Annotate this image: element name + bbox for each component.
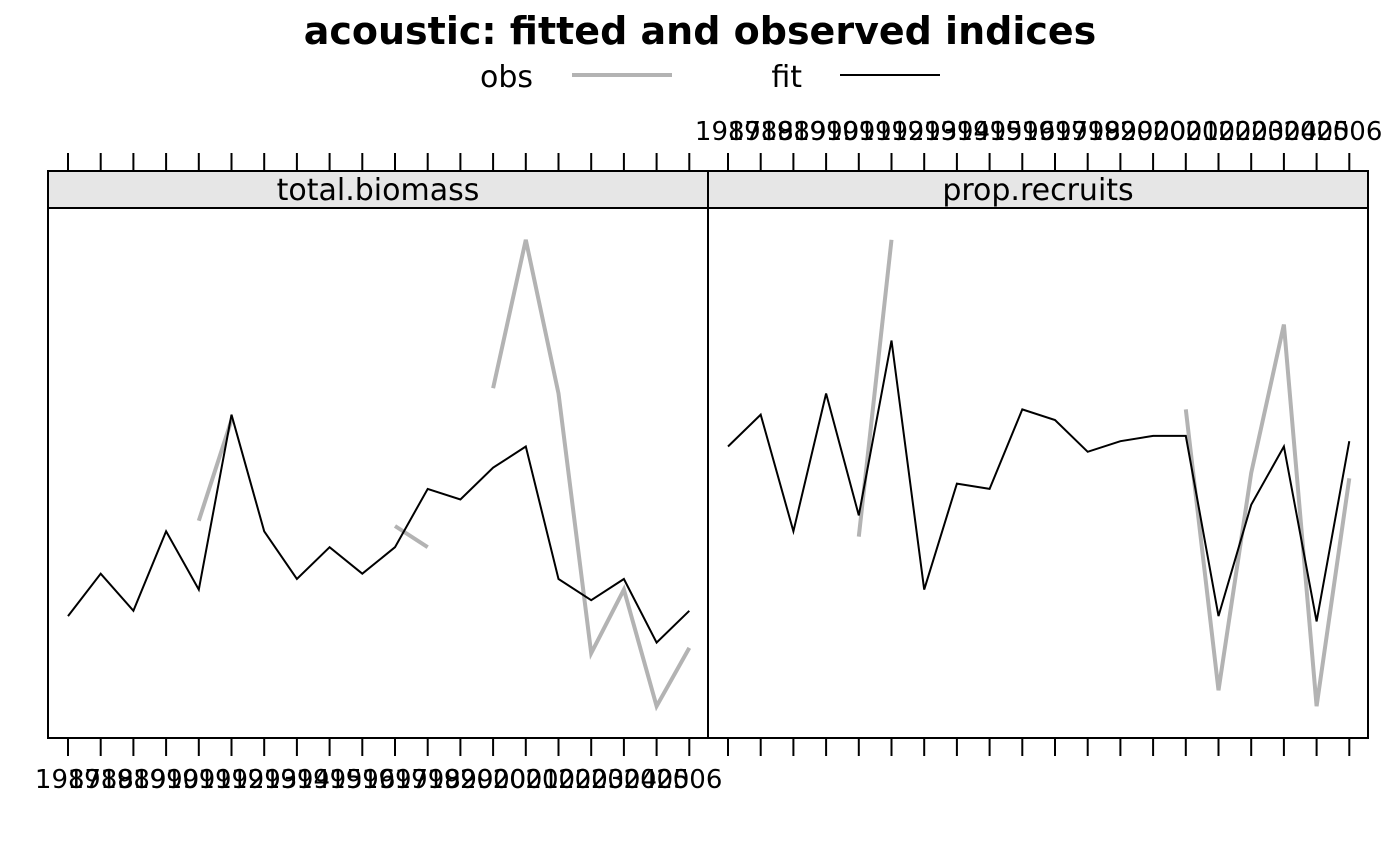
x-tick-label: 1991 — [826, 117, 892, 147]
x-tick-label: 2000 — [1120, 117, 1186, 147]
x-tick-label: 1993 — [891, 117, 957, 147]
x-tick-label: 1988 — [728, 117, 794, 147]
legend-label-obs: obs — [480, 60, 533, 95]
x-tick-label: 1995 — [297, 765, 363, 795]
x-tick-label: 1988 — [68, 765, 134, 795]
x-tick-label: 1996 — [989, 117, 1055, 147]
x-tick-label: 1989 — [100, 765, 166, 795]
series-line-obs — [1183, 324, 1352, 707]
x-tick-label: 1992 — [198, 765, 264, 795]
x-tick-label: 1999 — [1087, 117, 1153, 147]
x-tick-label: 2005 — [1284, 117, 1350, 147]
x-tick-label: 2005 — [624, 765, 690, 795]
chart-title: acoustic: fitted and observed indices — [304, 9, 1097, 53]
x-tick-label: 2003 — [1218, 117, 1284, 147]
panel-total-biomass: total.biomass198719881989199019911992199… — [35, 153, 722, 795]
x-tick-label: 1990 — [133, 765, 199, 795]
x-tick-label: 2006 — [656, 765, 722, 795]
x-tick-label: 1987 — [35, 765, 101, 795]
x-tick-label: 1998 — [1055, 117, 1121, 147]
strip-label: prop.recruits — [942, 173, 1133, 208]
x-tick-label: 1991 — [166, 765, 232, 795]
panel-frame — [47, 207, 709, 739]
x-tick-label: 1995 — [957, 117, 1023, 147]
x-tick-label: 2003 — [558, 765, 624, 795]
x-tick-label: 2001 — [1153, 117, 1219, 147]
x-tick-label: 1999 — [427, 765, 493, 795]
x-tick-label: 1992 — [858, 117, 924, 147]
x-tick-label: 1989 — [760, 117, 826, 147]
panel-frame — [707, 207, 1369, 739]
x-tick-label: 2002 — [525, 765, 591, 795]
x-tick-label: 1994 — [924, 117, 990, 147]
series-line-fit — [67, 414, 690, 645]
series-line-obs — [393, 524, 429, 549]
x-tick-label: 1997 — [362, 765, 428, 795]
x-tick-label: 1998 — [395, 765, 461, 795]
x-tick-label: 1994 — [264, 765, 330, 795]
panel-prop-recruits: prop.recruits198719881989199019911992199… — [695, 117, 1382, 756]
x-tick-label: 2002 — [1185, 117, 1251, 147]
legend-label-fit: fit — [771, 60, 802, 95]
strip-label: total.biomass — [277, 173, 480, 208]
x-tick-label: 1987 — [695, 117, 761, 147]
panels: total.biomass198719881989199019911992199… — [35, 117, 1382, 795]
x-tick-label: 2000 — [460, 765, 526, 795]
series-line-obs — [491, 239, 692, 712]
x-tick-label: 1990 — [793, 117, 859, 147]
legend: obs fit — [480, 60, 940, 95]
x-tick-label: 2004 — [591, 765, 657, 795]
x-tick-label: 1996 — [329, 765, 395, 795]
series-line-obs — [196, 419, 234, 522]
series-line-fit — [727, 340, 1351, 622]
x-tick-label: 2004 — [1251, 117, 1317, 147]
x-tick-label: 1993 — [231, 765, 297, 795]
x-tick-label: 2006 — [1316, 117, 1382, 147]
x-tick-label: 1997 — [1022, 117, 1088, 147]
x-tick-label: 2001 — [493, 765, 559, 795]
